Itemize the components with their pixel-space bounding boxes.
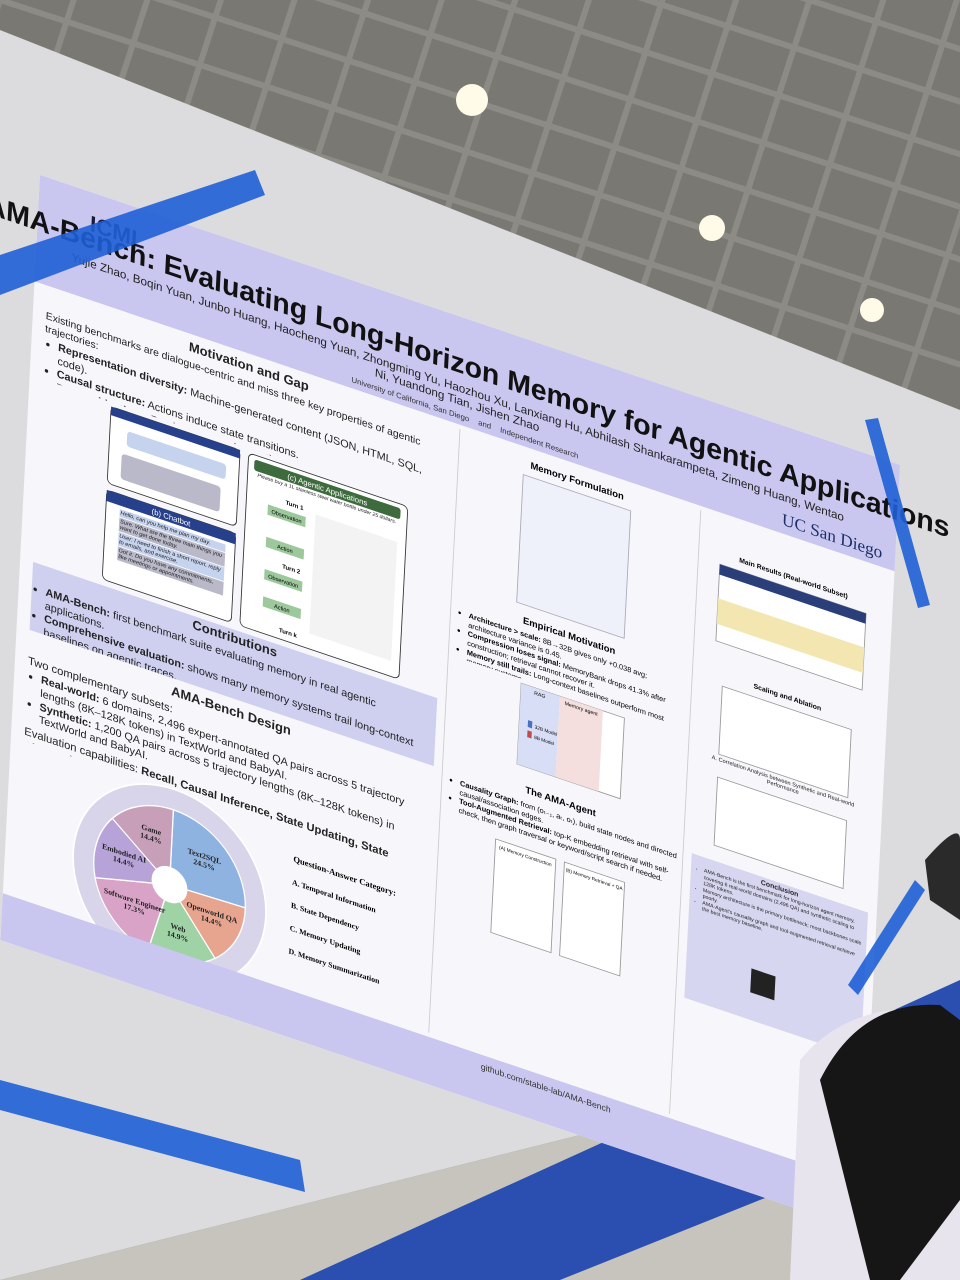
panel-bar: [106, 489, 236, 545]
legend-swatch: [527, 720, 533, 729]
pie-hole: [152, 866, 187, 903]
table-header: [719, 564, 867, 624]
step-box: [262, 596, 302, 620]
panel-bar: [110, 406, 241, 459]
region: [555, 696, 603, 792]
light: [456, 84, 488, 116]
backpack: [820, 1004, 960, 1280]
qr-code: [750, 968, 776, 1001]
formulation-figure: [516, 474, 632, 639]
conclusion-box: [684, 853, 869, 1058]
contributions-band: [29, 561, 438, 767]
tape: [0, 1080, 305, 1192]
label: RAG: [534, 691, 545, 701]
scaling-plot: [718, 685, 852, 799]
agent-figure: [490, 838, 557, 954]
light: [699, 215, 725, 241]
step: Action: [274, 604, 290, 615]
motivation-figure: (b) Chatbot Hello, can you help me plan …: [102, 406, 409, 679]
person: [925, 833, 960, 920]
divider: [428, 428, 461, 1033]
legend-swatch: [527, 730, 532, 739]
tape: [865, 418, 930, 608]
step-box: [265, 536, 305, 560]
divider: [669, 510, 702, 1114]
region: [517, 683, 560, 778]
step-box: [267, 504, 306, 528]
tape: [0, 170, 265, 295]
agent-figure: [559, 861, 626, 977]
tape: [848, 880, 925, 995]
panel-bar: [254, 459, 401, 519]
empirical-figure: RAG Memory agent 32B Model 8B Model: [516, 682, 625, 800]
table-highlight: [716, 598, 865, 674]
accuracy-plot: [713, 776, 848, 890]
light: [860, 298, 884, 322]
footer-band: [0, 893, 863, 1231]
bubble: [120, 454, 221, 512]
step: Action: [277, 544, 293, 555]
header-band: [34, 175, 901, 572]
code-block: [309, 514, 398, 661]
affiliation: and: [478, 418, 491, 431]
step-box: [264, 569, 303, 592]
bubble: [126, 432, 227, 479]
